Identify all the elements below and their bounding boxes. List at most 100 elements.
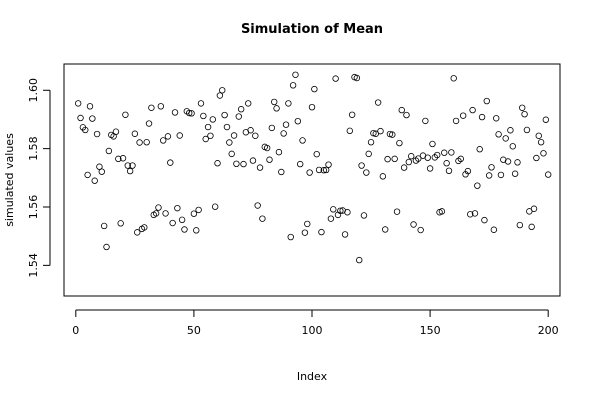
data-point xyxy=(542,116,550,123)
data-point xyxy=(77,114,84,122)
data-point xyxy=(311,85,318,93)
data-point xyxy=(266,156,273,163)
data-point xyxy=(159,137,167,144)
data-point xyxy=(511,170,519,177)
data-point xyxy=(197,100,205,107)
data-point xyxy=(464,167,472,175)
data-point xyxy=(117,220,124,227)
data-point xyxy=(282,121,290,128)
data-point xyxy=(169,219,176,227)
data-point xyxy=(478,113,486,121)
data-point xyxy=(181,226,188,233)
data-point xyxy=(245,100,252,107)
data-point xyxy=(415,155,422,162)
data-point xyxy=(403,111,410,119)
data-point xyxy=(537,139,545,146)
data-point xyxy=(235,113,242,120)
data-point xyxy=(322,166,330,174)
data-point xyxy=(535,132,542,139)
data-point xyxy=(308,103,316,111)
data-point xyxy=(467,211,474,218)
y-axis-label: simulated values xyxy=(3,133,16,227)
data-point xyxy=(327,215,335,222)
data-point xyxy=(171,109,179,116)
data-point xyxy=(523,126,531,134)
data-point xyxy=(119,155,127,162)
data-point xyxy=(485,172,493,179)
x-tick-label: 50 xyxy=(187,324,201,337)
data-point xyxy=(240,160,247,168)
data-point xyxy=(174,204,181,212)
data-point xyxy=(167,159,174,166)
data-point xyxy=(145,120,153,127)
data-point xyxy=(200,112,207,120)
data-point xyxy=(509,143,516,150)
data-point xyxy=(280,130,287,137)
data-point xyxy=(93,130,101,138)
data-point xyxy=(504,158,512,165)
data-point xyxy=(178,216,186,224)
data-point xyxy=(131,130,139,137)
data-point xyxy=(356,256,363,264)
data-point xyxy=(204,123,212,131)
data-point xyxy=(497,171,505,179)
data-point xyxy=(367,139,375,146)
data-point xyxy=(526,208,533,215)
data-point xyxy=(296,160,304,168)
data-point xyxy=(100,222,108,230)
plot-frame xyxy=(63,63,561,297)
data-point xyxy=(488,164,495,171)
data-point xyxy=(424,154,431,161)
data-point xyxy=(105,147,113,155)
data-point xyxy=(256,164,264,171)
data-point xyxy=(273,105,280,112)
data-point xyxy=(202,135,209,143)
data-point xyxy=(98,168,105,175)
data-point xyxy=(162,210,169,217)
data-point xyxy=(528,223,535,231)
data-point xyxy=(219,87,226,94)
data-point xyxy=(433,151,441,159)
data-point xyxy=(410,221,417,228)
data-point xyxy=(365,150,372,158)
data-point xyxy=(82,126,89,134)
data-point xyxy=(358,162,365,169)
data-point xyxy=(341,231,349,238)
data-point xyxy=(193,227,200,234)
data-point xyxy=(294,117,302,125)
data-point xyxy=(471,210,479,217)
data-point xyxy=(495,131,502,138)
data-point xyxy=(448,149,455,156)
data-point xyxy=(306,169,313,176)
data-point xyxy=(540,150,547,157)
x-axis: 0 50 100 150 200 xyxy=(72,309,559,337)
data-point xyxy=(185,109,193,117)
data-point xyxy=(493,115,500,122)
data-point xyxy=(176,132,183,139)
data-point xyxy=(74,100,82,107)
data-point xyxy=(285,100,292,107)
data-point xyxy=(301,229,309,236)
data-point xyxy=(374,99,382,106)
data-point xyxy=(155,204,162,211)
data-point xyxy=(141,224,148,231)
data-point xyxy=(207,132,214,139)
data-point xyxy=(313,150,320,158)
data-point xyxy=(115,155,122,163)
data-point xyxy=(476,146,483,153)
data-point xyxy=(544,171,552,178)
data-point xyxy=(502,135,509,142)
data-point xyxy=(103,243,110,251)
data-point xyxy=(377,127,384,135)
data-point xyxy=(443,160,450,167)
data-point xyxy=(363,169,370,176)
data-point xyxy=(292,71,299,78)
data-point xyxy=(259,215,266,222)
data-point xyxy=(211,203,219,210)
data-point xyxy=(408,153,415,160)
data-point xyxy=(124,162,131,169)
data-point xyxy=(143,139,150,146)
data-point xyxy=(320,167,328,174)
